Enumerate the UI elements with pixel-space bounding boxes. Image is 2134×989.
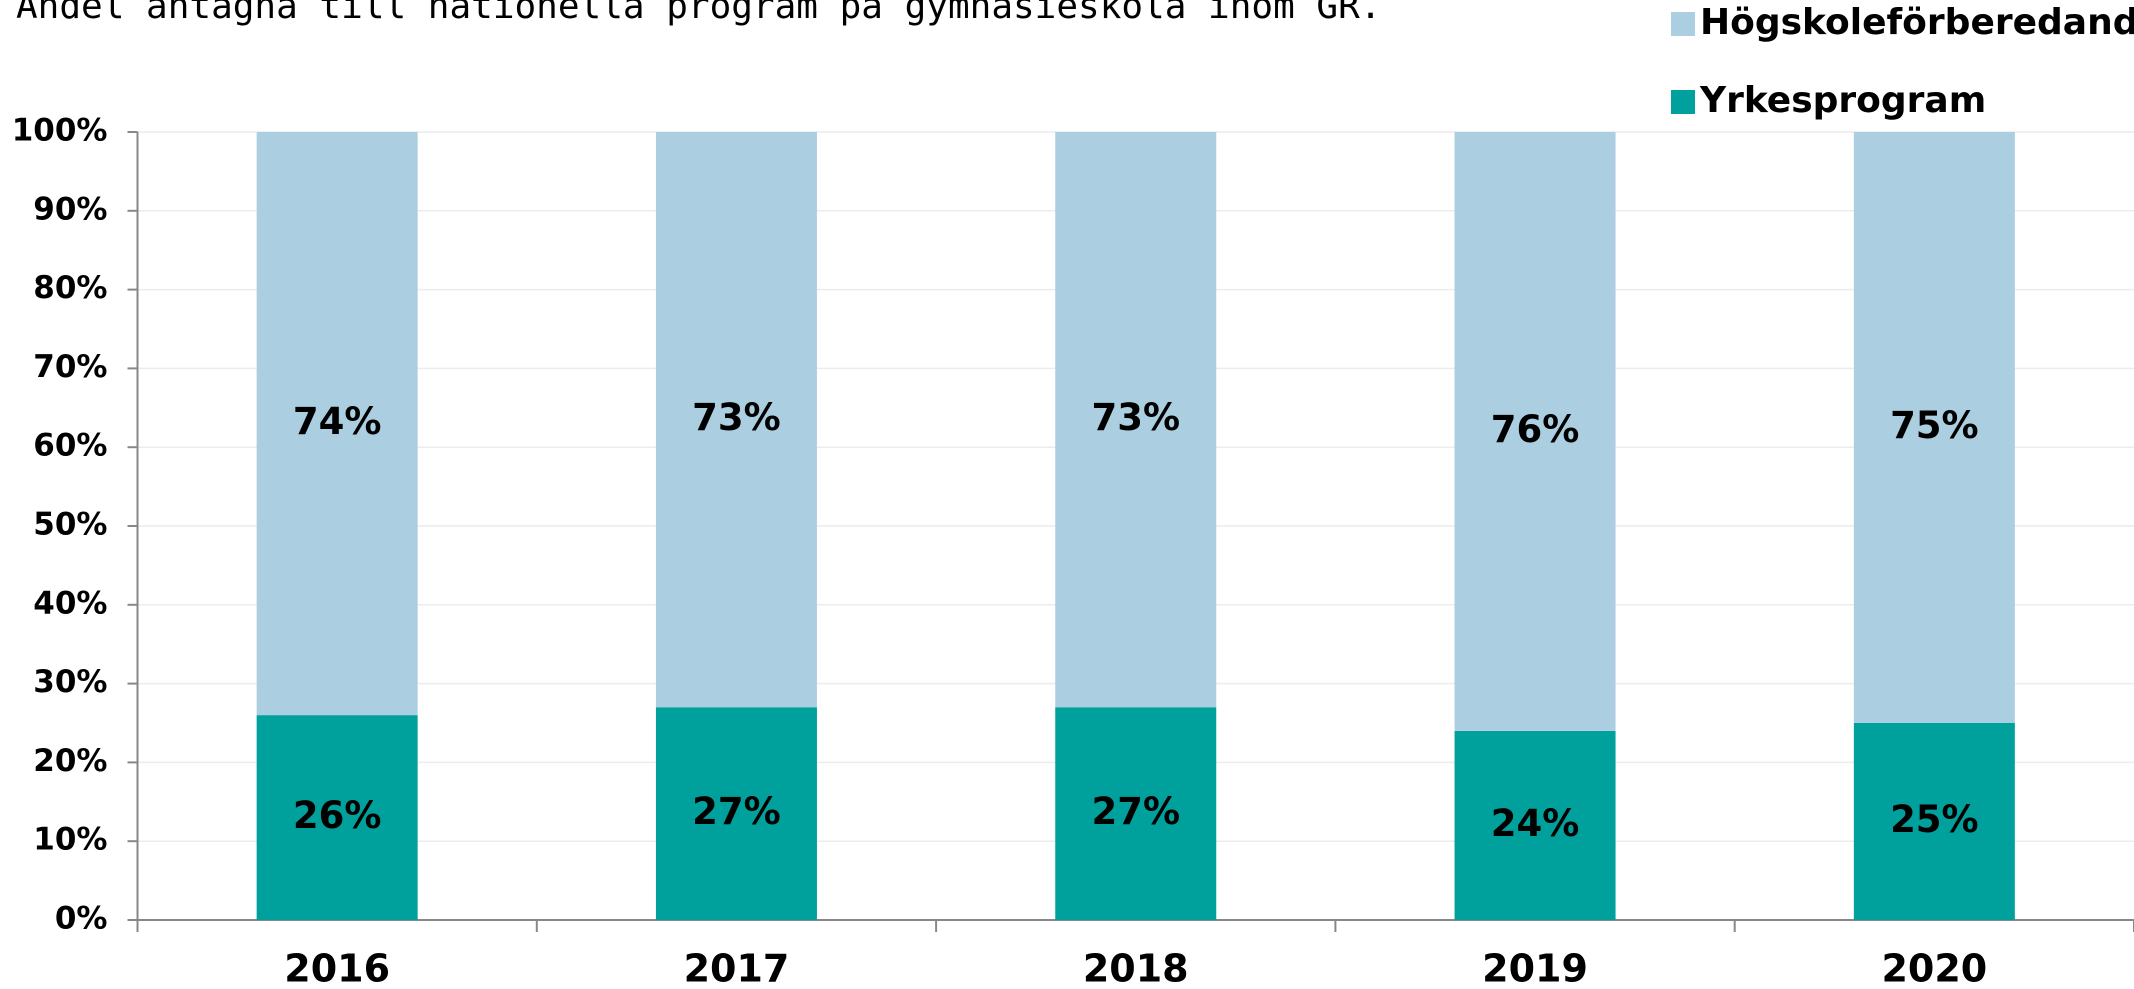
legend-swatch — [1671, 12, 1695, 36]
x-tick-label: 2019 — [1482, 947, 1588, 989]
bar-segment — [1853, 723, 2015, 920]
legend-label: Högskoleförberedande — [1700, 2, 2134, 43]
y-tick-label: 10% — [33, 822, 107, 858]
bar-segment — [655, 132, 817, 708]
y-tick-label: 20% — [33, 743, 107, 779]
x-tick-label: 2018 — [1083, 947, 1189, 989]
y-tick-label: 60% — [33, 428, 107, 464]
data-label: 74% — [293, 400, 382, 443]
y-tick-label: 50% — [33, 507, 107, 543]
x-tick-label: 2016 — [284, 947, 390, 989]
y-tick-label: 30% — [33, 664, 107, 700]
bar-segment — [1454, 730, 1616, 920]
data-label: 73% — [692, 396, 781, 439]
bar-segment — [256, 715, 418, 920]
bar-segment — [256, 132, 418, 716]
x-tick-label: 2017 — [684, 947, 790, 989]
bar-segment — [655, 707, 817, 920]
legend-label: Yrkesprogram — [1699, 80, 1986, 121]
bar-segment — [1853, 132, 2015, 723]
chart-title: Andel antagna till nationella program på… — [16, 0, 1381, 27]
bar-segment — [1055, 707, 1217, 920]
x-tick-label: 2020 — [1881, 947, 1987, 989]
y-tick-label: 40% — [33, 585, 107, 621]
y-tick-label: 90% — [33, 191, 107, 227]
data-label: 76% — [1491, 408, 1580, 451]
data-label: 75% — [1890, 404, 1979, 447]
data-label: 27% — [1091, 790, 1180, 833]
data-label: 24% — [1491, 802, 1580, 845]
data-label: 27% — [692, 790, 781, 833]
bar-segment — [1454, 132, 1616, 731]
y-tick-label: 0% — [55, 901, 108, 937]
y-tick-label: 70% — [33, 349, 107, 385]
legend-swatch — [1671, 90, 1695, 114]
bar-segment — [1055, 132, 1217, 708]
y-tick-label: 80% — [33, 270, 107, 306]
data-label: 26% — [293, 794, 382, 837]
data-label: 25% — [1890, 798, 1979, 841]
data-label: 73% — [1091, 396, 1180, 439]
y-tick-label: 100% — [12, 113, 108, 149]
